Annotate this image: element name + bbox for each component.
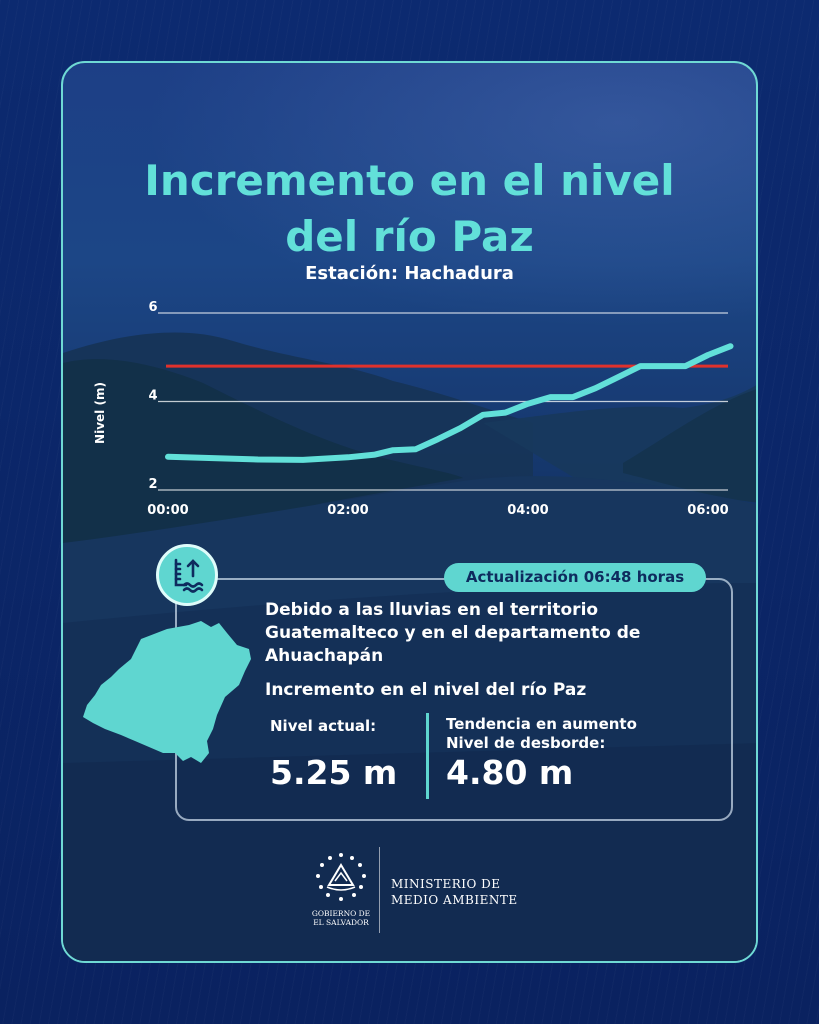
flood-level-value: 4.80 m bbox=[446, 753, 574, 792]
update-time-badge: Actualización 06:48 horas bbox=[444, 563, 706, 592]
y-axis-label: Nivel (m) bbox=[93, 382, 107, 444]
government-line-1: GOBIERNO DE bbox=[311, 909, 371, 918]
x-axis-ticks: 00:00 02:00 04:00 06:00 bbox=[147, 503, 728, 518]
trend-label: Tendencia en aumento bbox=[446, 715, 637, 733]
title-line-1: Incremento en el nivel bbox=[144, 156, 675, 205]
title-line-2: del río Paz bbox=[285, 212, 534, 261]
y-axis-ticks: 2 4 6 bbox=[148, 300, 157, 492]
x-tick-label: 00:00 bbox=[147, 503, 188, 518]
flood-level-label: Nivel de desborde: bbox=[446, 734, 606, 752]
government-line-2: EL SALVADOR bbox=[313, 918, 369, 927]
reason-description: Debido a las lluvias en el territorio Gu… bbox=[265, 600, 641, 666]
y-tick-label: 6 bbox=[148, 300, 157, 315]
el-salvador-coat-of-arms-icon bbox=[316, 853, 366, 901]
current-level-value: 5.25 m bbox=[270, 753, 398, 792]
page-title: Incremento en el nivel del río Paz bbox=[63, 153, 756, 265]
y-tick-label: 2 bbox=[148, 477, 157, 492]
water-level-gauge-icon bbox=[156, 544, 218, 606]
value-divider bbox=[426, 713, 429, 799]
current-level-label: Nivel actual: bbox=[270, 717, 377, 735]
trend-block: Tendencia en aumento Nivel de desborde: bbox=[446, 715, 637, 753]
ministry-line-1: MINISTERIO DE bbox=[391, 877, 501, 891]
chart-grid bbox=[158, 312, 728, 491]
info-headline: Incremento en el nivel del río Paz bbox=[265, 680, 587, 700]
ahuachapan-map-shape bbox=[83, 621, 251, 763]
y-tick-label: 4 bbox=[148, 389, 157, 404]
ministry-line-2: MEDIO AMBIENTE bbox=[391, 893, 518, 907]
government-label: GOBIERNO DE EL SALVADOR bbox=[299, 909, 383, 927]
x-tick-label: 06:00 bbox=[687, 503, 728, 518]
x-tick-label: 04:00 bbox=[507, 503, 548, 518]
station-label: Estación: Hachadura bbox=[305, 263, 514, 284]
river-level-chart: 2 4 6 00:00 02:00 04:00 06:00 Nivel (m) bbox=[93, 300, 734, 518]
x-tick-label: 02:00 bbox=[327, 503, 368, 518]
infographic-card: Incremento en el nivel del río Paz Estac… bbox=[61, 61, 758, 963]
river-level-line bbox=[165, 343, 734, 463]
ministry-label: MINISTERIO DE MEDIO AMBIENTE bbox=[391, 876, 518, 908]
footer-divider bbox=[379, 847, 380, 933]
